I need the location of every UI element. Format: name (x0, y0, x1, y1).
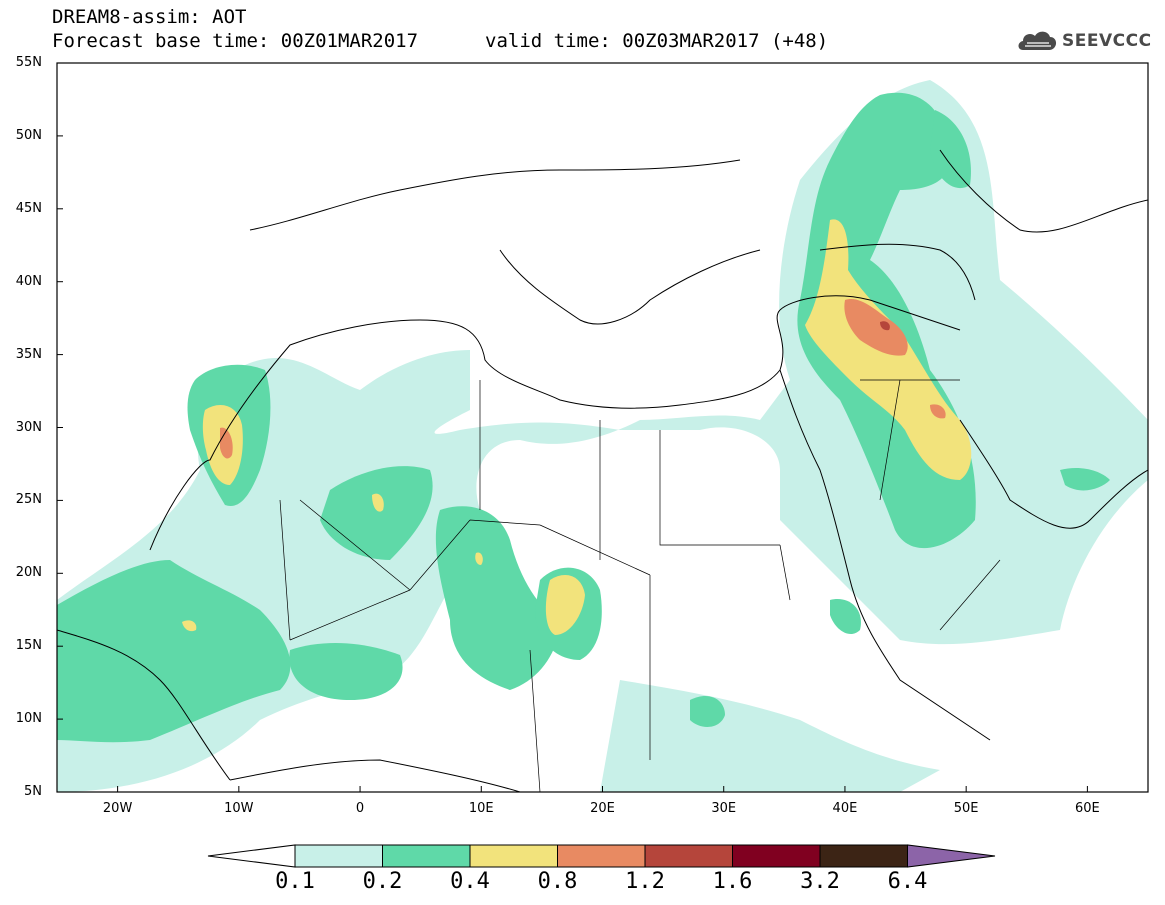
lat-label: 55N (15, 55, 42, 70)
lat-label: 45N (15, 200, 42, 216)
colorbar-segment (819, 844, 908, 868)
colorbar-label: 0.2 (362, 869, 403, 894)
lat-label: 40N (15, 273, 42, 289)
lat-label: 20N (15, 565, 42, 581)
lon-label: 10W (224, 801, 254, 816)
colorbar-segment (294, 844, 383, 868)
colorbar-label: 0.8 (537, 869, 578, 894)
valid-time: valid time: 00Z03MAR2017 (+48) (485, 30, 829, 52)
lon-label: 20E (590, 801, 615, 816)
colorbar-segment (382, 844, 471, 868)
lat-label: 5N (24, 784, 42, 799)
lon-label: 60E (1074, 801, 1100, 816)
lon-label: 10E (468, 801, 494, 816)
lat-label: 35N (15, 346, 42, 362)
lat-label: 10N (15, 711, 42, 727)
lon-label: 50E (953, 801, 979, 816)
seevccc-logo-text: SEEVCCC (1062, 31, 1152, 51)
colorbar-label: 1.6 (712, 869, 753, 894)
colorbar-label: 0.1 (275, 869, 315, 894)
colorbar-label: 0.4 (450, 869, 490, 894)
borders (279, 379, 1001, 792)
lat-label: 15N (15, 638, 42, 654)
colorbar-segment (469, 844, 558, 868)
colorbar-label: 3.2 (800, 869, 840, 894)
lat-label: 30N (15, 419, 42, 435)
seevccc-cloud-icon (1018, 31, 1057, 50)
lat-label: 25N (15, 492, 42, 508)
aot-band-0.1 (57, 80, 1148, 792)
forecast-base-time: Forecast base time: 00Z01MAR2017 (52, 30, 419, 52)
colorbar-arrow-left (207, 844, 296, 868)
lon-label: 40E (832, 801, 858, 816)
colorbar-label: 1.2 (625, 869, 665, 894)
map-title: DREAM8-assim: AOT (52, 6, 247, 28)
colorbar-segment (732, 844, 821, 868)
coastlines (57, 149, 1148, 792)
lon-label: 20W (102, 801, 133, 816)
lon-label: 0 (355, 801, 365, 816)
lon-label: 30E (711, 801, 737, 816)
lat-label: 50N (15, 127, 42, 143)
colorbar-label: 6.4 (887, 869, 928, 894)
aot-band-1.2 (880, 321, 890, 331)
colorbar-segment (644, 844, 733, 868)
colorbar-arrow-right (907, 844, 996, 868)
colorbar-segment (557, 844, 646, 868)
